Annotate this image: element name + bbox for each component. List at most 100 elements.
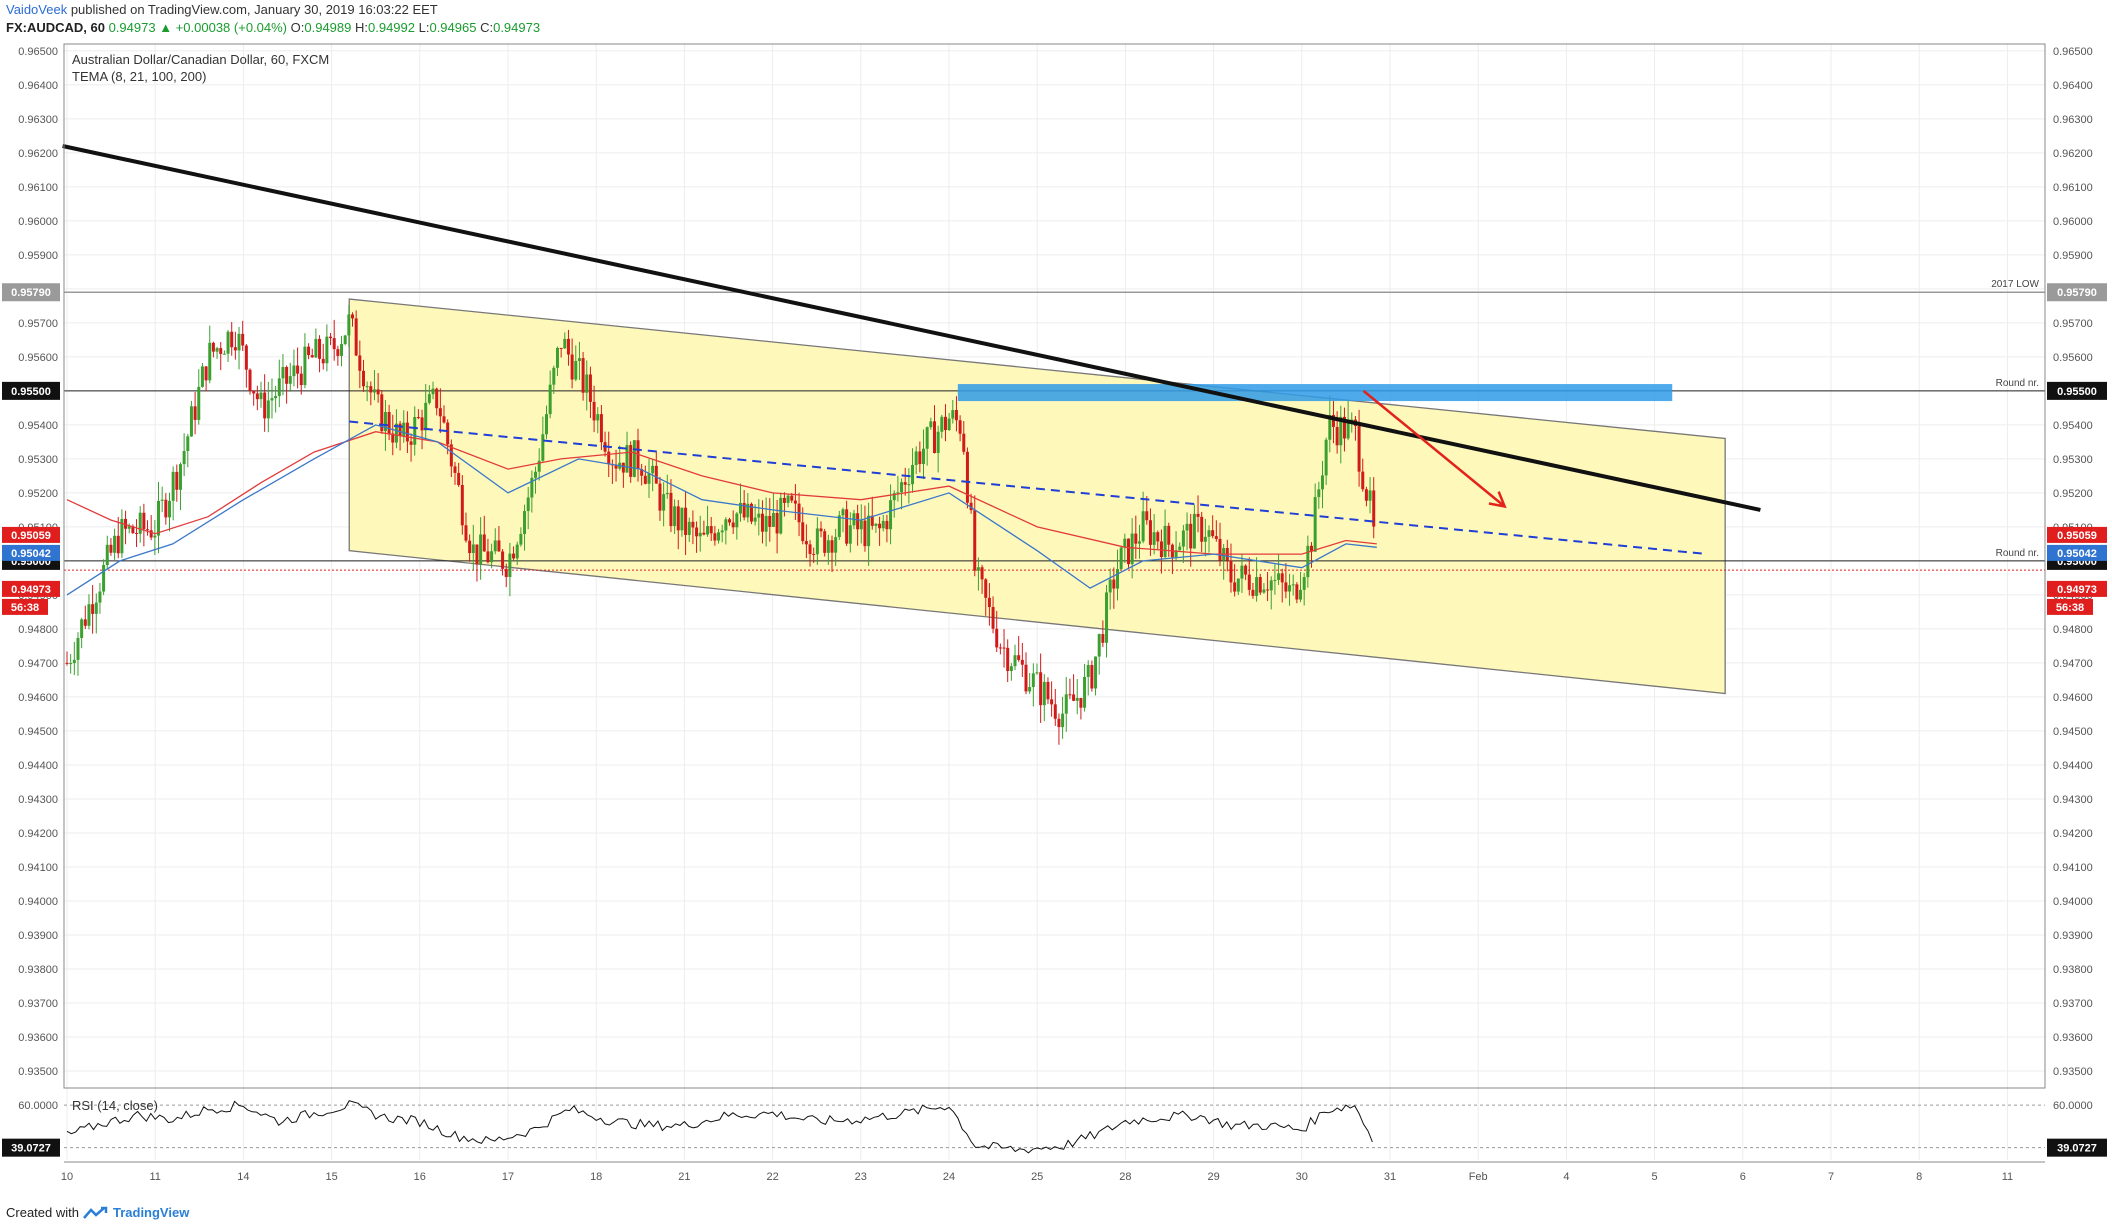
candle-body (288, 376, 292, 384)
tick-label-x: 31 (1384, 1171, 1396, 1183)
candle-body (896, 492, 900, 494)
candle-body (259, 392, 263, 400)
candle-body (120, 518, 124, 554)
candle-body (954, 410, 958, 421)
tick-label-y-left: 0.94200 (18, 828, 58, 840)
candle-body (918, 451, 922, 465)
level-label: Round nr. (1996, 548, 2039, 559)
candle-body (779, 497, 783, 534)
candle-body (1126, 538, 1130, 565)
candle-body (863, 520, 867, 547)
price-tag-right-bg (2047, 580, 2107, 597)
tradingview-brand[interactable]: TradingView (112, 1205, 190, 1220)
tick-label-x: 5 (1652, 1171, 1658, 1183)
candle-body (991, 606, 995, 629)
candle-body (599, 414, 603, 443)
candle-body (801, 522, 805, 542)
candle-body (1346, 419, 1350, 439)
tick-label-y-right: 0.93800 (2053, 964, 2093, 976)
tick-label-y-left: 0.96400 (18, 80, 58, 92)
candle-body (361, 370, 365, 387)
rsi-line (66, 1100, 1373, 1154)
candle-body (1357, 426, 1361, 472)
candle-body (438, 408, 442, 417)
tick-label-y-right: 0.95200 (2053, 488, 2093, 500)
candle-body (1148, 520, 1152, 545)
price-axis-left[interactable]: 0.93500 0.93600 0.93700 0.93800 0.93900 0.940… (18, 46, 58, 1078)
candle-body (127, 526, 131, 529)
candle-body (1141, 511, 1145, 542)
candle-body (702, 532, 706, 535)
candle-body (1295, 584, 1299, 600)
candle-body (1229, 560, 1233, 583)
price-tag-right: 0.95059 (2057, 530, 2097, 542)
candle-body (1017, 655, 1021, 660)
candle-body (215, 348, 219, 352)
countdown-tag-left-bg (2, 598, 48, 615)
candle-body (1072, 694, 1076, 701)
candle-body (581, 358, 585, 393)
tick-label-x: 4 (1563, 1171, 1569, 1183)
candle-body (420, 417, 424, 431)
tick-label-y-left: 0.94000 (18, 896, 58, 908)
tick-label-x: 14 (237, 1171, 249, 1183)
candle-body (841, 509, 845, 516)
candle-body (684, 507, 688, 535)
candle-body (1050, 699, 1054, 705)
tick-label-y-left: 0.94500 (18, 726, 58, 738)
candle-body (987, 597, 991, 607)
candle-body (1342, 416, 1346, 439)
candle-body (757, 513, 761, 518)
tick-label-y-left: 0.94300 (18, 794, 58, 806)
candle-body (826, 540, 830, 553)
price-tag-right-bg (2047, 526, 2107, 543)
candle-body (277, 378, 281, 397)
candle-body (1101, 634, 1105, 643)
candle-body (102, 565, 106, 592)
candle-body (1331, 414, 1335, 427)
candle-body (943, 416, 947, 431)
tick-label-x: 30 (1296, 1171, 1308, 1183)
candle-body (1247, 574, 1251, 590)
candle-body (1061, 713, 1065, 728)
tick-label-y-left: 0.95400 (18, 420, 58, 432)
author-link[interactable]: VaidoVeek (6, 2, 68, 17)
candle-body (175, 471, 179, 490)
candle-body (1240, 565, 1244, 579)
tick-label-y-right: 0.94000 (2053, 896, 2093, 908)
candle-body (1350, 419, 1354, 421)
candle-body (142, 512, 146, 530)
candle-body (1123, 538, 1127, 548)
candle-body (497, 540, 501, 552)
candle-body (274, 396, 278, 399)
quote-line: FX:AUDCAD, 60 0.94973 ▲ +0.00038 (+0.04%… (6, 20, 540, 40)
candle-body (1028, 687, 1032, 692)
candle-body (1262, 589, 1266, 593)
candle-body (1178, 546, 1182, 551)
candle-body (160, 499, 164, 501)
level-tag-right-bg (2047, 283, 2107, 302)
candle-body (380, 394, 384, 432)
candle-body (486, 551, 490, 563)
candle-body (468, 540, 472, 554)
symbol-label: FX:AUDCAD, 60 (6, 20, 105, 35)
tick-label-y-right: 0.93500 (2053, 1066, 2093, 1078)
candle-body (973, 510, 977, 571)
candle-body (1251, 589, 1255, 596)
candle-body (812, 553, 816, 555)
candle-body (1086, 665, 1090, 677)
last-price: 0.94973 (108, 20, 156, 35)
tick-label-y-left: 0.93800 (18, 964, 58, 976)
close-value: 0.94973 (493, 20, 541, 35)
candle-body (354, 318, 358, 356)
candle-body (1137, 541, 1141, 544)
candle-body (1083, 676, 1087, 708)
candle-body (746, 503, 750, 518)
time-axis[interactable]: 10 11 14 15 16 17 18 21 22 23 24 25 28 29 30 31 Feb 4 5 6 7 8… (61, 1171, 2013, 1183)
candle-body (1266, 589, 1270, 591)
candle-body (475, 544, 479, 565)
candle-body (574, 360, 578, 380)
descending-trendline (62, 144, 1761, 512)
candle-body (585, 374, 589, 393)
